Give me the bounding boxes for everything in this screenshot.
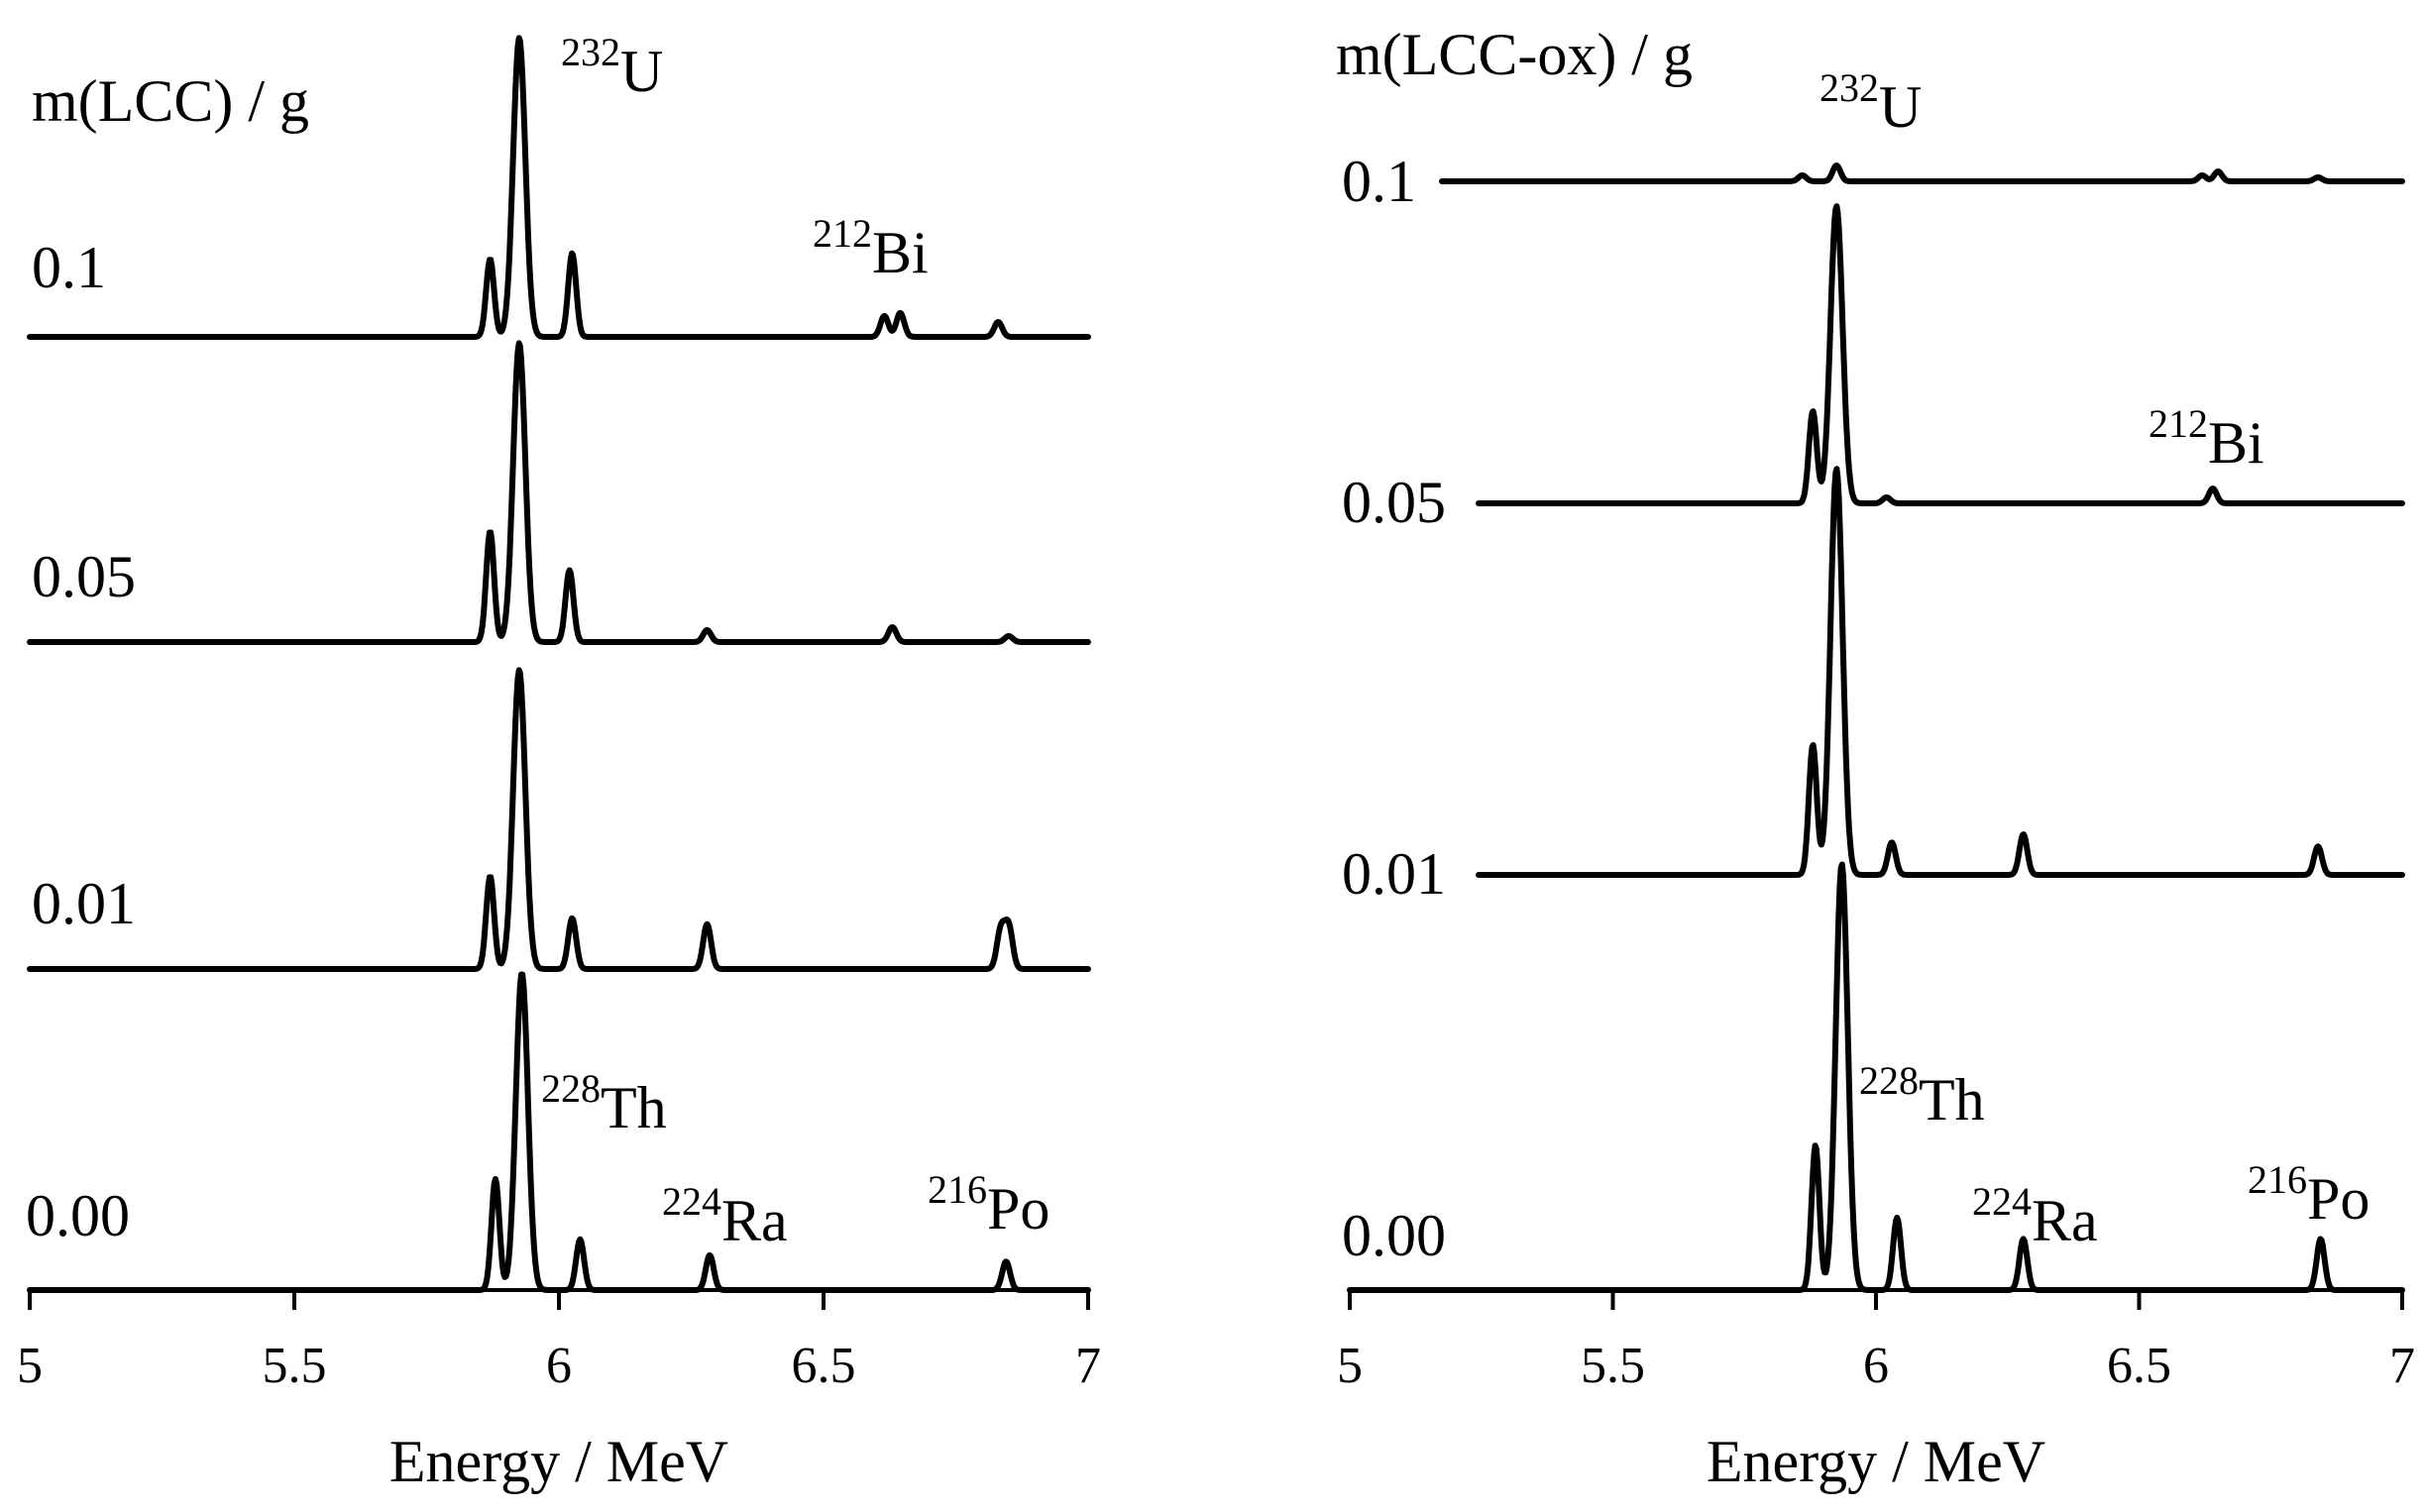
annotation-po216: 216Po [2248, 1157, 2370, 1232]
trace-label-0.00: 0.00 [1342, 1203, 1446, 1268]
annotation-th228: 228Th [1859, 1058, 1985, 1133]
trace-label-0.01: 0.01 [1342, 841, 1446, 907]
panel-lcc: m(LCC) / g 0.1 0.05 0.01 0.00 232U 212Bi… [17, 30, 1101, 1494]
panel-title: m(LCC-ox) / g [1336, 22, 1693, 87]
annotation-bi212: 212Bi [2149, 401, 2264, 476]
x-axis-ticks: 5 5.5 6 6.5 7 [1337, 1290, 2415, 1394]
trace-label-0.1: 0.1 [1342, 149, 1416, 214]
panel-lcc-ox: m(LCC-ox) / g 0.1 0.05 0.01 0.00 232U 21… [1336, 22, 2415, 1494]
panel-title: m(LCC) / g [32, 68, 309, 134]
spectrum-trace-0.00 [27, 971, 1091, 1293]
x-tick-label: 6 [546, 1338, 572, 1394]
annotation-u232: 232U [561, 30, 663, 104]
x-tick-label: 7 [1075, 1338, 1101, 1394]
x-tick-label: 6.5 [792, 1338, 856, 1394]
x-tick-label: 6 [1863, 1338, 1889, 1394]
trace-label-0.00: 0.00 [26, 1183, 130, 1248]
spectrum-trace-0.01 [1476, 466, 2405, 878]
spectrum-trace-0.1 [1439, 162, 2405, 184]
spectrum-trace-0.05 [27, 340, 1091, 645]
spectrum-trace-0.05 [1476, 203, 2405, 506]
trace-group [1347, 162, 2405, 1293]
annotation-ra224: 224Ra [662, 1179, 788, 1253]
x-axis-title: Energy / MeV [389, 1429, 728, 1494]
x-tick-label: 5 [1337, 1338, 1363, 1394]
annotation-ra224: 224Ra [1972, 1179, 2098, 1253]
x-axis-ticks: 5 5.5 6 6.5 7 [17, 1290, 1101, 1394]
x-axis-title: Energy / MeV [1707, 1429, 2045, 1494]
spectrum-trace-0.1 [27, 35, 1091, 340]
x-tick-label: 5.5 [1581, 1338, 1645, 1394]
x-tick-label: 6.5 [2107, 1338, 2171, 1394]
x-tick-label: 7 [2389, 1338, 2415, 1394]
trace-label-0.1: 0.1 [32, 235, 106, 300]
spectrum-trace-0.01 [27, 667, 1091, 972]
annotation-po216: 216Po [928, 1167, 1049, 1242]
annotation-bi212: 212Bi [813, 211, 929, 285]
x-tick-label: 5 [17, 1338, 43, 1394]
trace-label-0.05: 0.05 [32, 544, 136, 609]
annotation-th228: 228Th [541, 1066, 667, 1140]
x-tick-label: 5.5 [263, 1338, 327, 1394]
trace-label-0.05: 0.05 [1342, 470, 1446, 535]
annotation-u232: 232U [1819, 65, 1922, 140]
trace-label-0.01: 0.01 [32, 871, 136, 936]
